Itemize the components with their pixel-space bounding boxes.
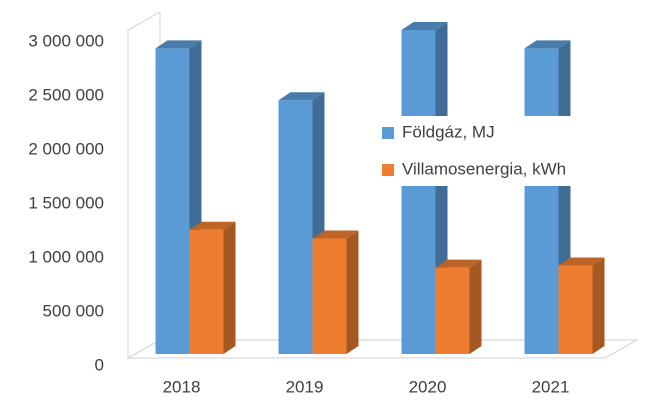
y-tick-label: 500 000 — [43, 301, 104, 320]
bar-top — [558, 257, 605, 266]
bar-top — [435, 259, 482, 268]
x-tick-label: 2021 — [532, 377, 570, 396]
bar-side — [592, 257, 605, 354]
side-wall — [127, 11, 161, 358]
bar-top — [401, 22, 448, 30]
bar-front — [435, 267, 470, 354]
bar-front — [155, 48, 190, 355]
wall-edge — [127, 12, 161, 359]
y-tick-label: 2 000 000 — [28, 139, 104, 158]
y-tick-label: 1 000 000 — [28, 247, 104, 266]
floor — [125, 339, 640, 359]
bar-top — [312, 230, 359, 239]
bar-side — [346, 230, 359, 354]
legend-swatch — [382, 164, 394, 176]
y-tick-label: 3 000 000 — [28, 31, 104, 50]
x-tick-label: 2018 — [163, 377, 201, 396]
legend-swatch — [382, 127, 394, 139]
bar-top — [524, 40, 571, 49]
bar-front — [524, 48, 559, 355]
bar-front — [558, 265, 593, 354]
y-tick-label: 1 500 000 — [28, 193, 104, 212]
legend: Földgáz, MJ Villamosenergia, kWh — [372, 116, 637, 186]
legend-box — [372, 116, 637, 186]
y-tick-label: 0 — [95, 355, 104, 374]
bar-front — [312, 238, 347, 354]
x-tick-label: 2019 — [286, 377, 324, 396]
bar — [189, 221, 236, 354]
bar — [435, 259, 482, 354]
bar-top — [189, 221, 236, 230]
bar-top — [278, 92, 325, 101]
bar-front — [401, 30, 436, 354]
bar-front — [189, 229, 224, 354]
bar — [558, 257, 605, 354]
y-tick-label: 2 500 000 — [28, 85, 104, 104]
bar-side — [469, 259, 482, 354]
legend-label: Földgáz, MJ — [402, 122, 495, 141]
legend-label: Villamosenergia, kWh — [402, 159, 566, 178]
bar-side — [223, 221, 236, 354]
bar-top — [155, 40, 202, 49]
bar — [524, 40, 571, 355]
bar-front — [278, 100, 313, 354]
bar — [312, 230, 359, 354]
x-tick-label: 2020 — [409, 377, 447, 396]
